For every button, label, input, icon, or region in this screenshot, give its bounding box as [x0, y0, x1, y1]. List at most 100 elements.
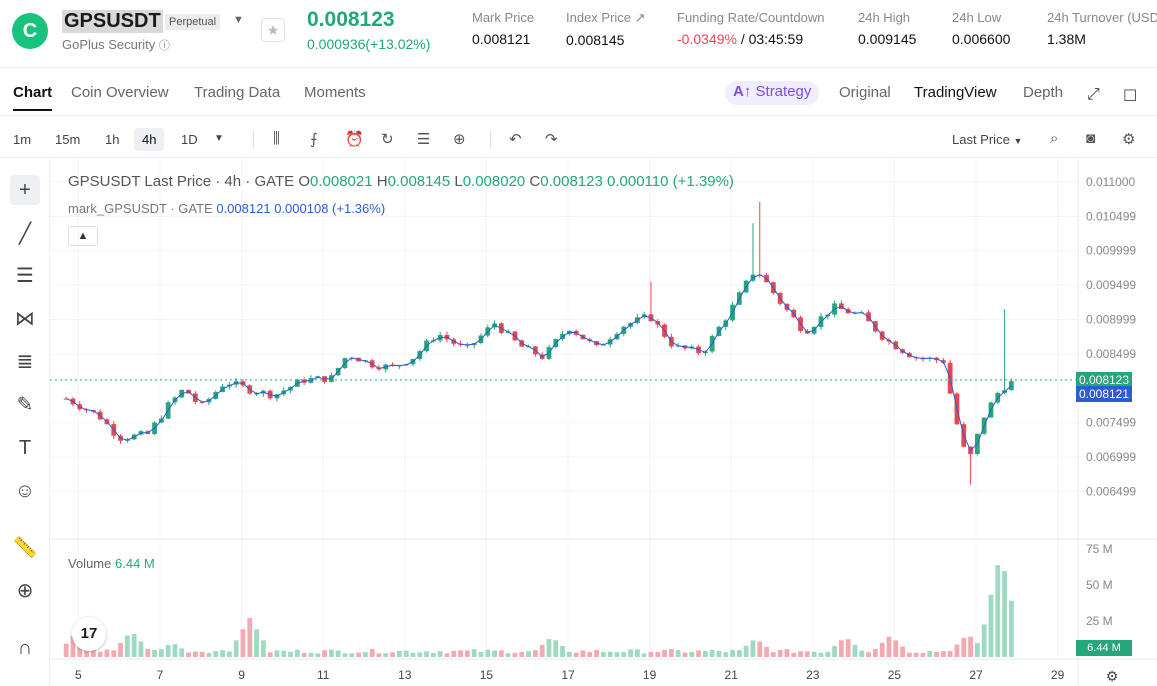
undo-icon[interactable]: ↶ [509, 131, 522, 148]
tradingview-logo[interactable]: 17 [72, 617, 106, 651]
info-icon[interactable]: ⓘ [158, 40, 170, 52]
add-icon[interactable]: ⊕ [453, 131, 466, 148]
pattern-icon[interactable]: ⋈ [15, 308, 35, 330]
volume-bar [104, 649, 110, 657]
camera-icon[interactable]: ◙ [1086, 130, 1096, 147]
volume-bar [267, 652, 273, 657]
volume-bar [825, 651, 831, 657]
volume-bar [328, 649, 334, 657]
volume-bar [798, 651, 803, 657]
x-tick-label: 5 [75, 668, 82, 682]
volume-bar [519, 651, 525, 657]
magnet-icon[interactable]: ∩ [17, 637, 33, 659]
volume-bar [702, 650, 708, 657]
drawing-tools-sidebar: + ╱ ☰ ⋈ ≣ ✎ T ☺ 📏 ⊕ ∩ [0, 159, 50, 686]
volume-bar [342, 653, 348, 657]
emoji-icon[interactable]: ☺ [14, 480, 36, 502]
timeframe-1h[interactable]: 1h [105, 132, 120, 147]
templates-icon[interactable]: ☰ [417, 131, 431, 148]
volume-bar [886, 636, 892, 657]
volume-bar [1002, 571, 1007, 657]
volume-bar [274, 650, 280, 657]
volume-bar [573, 652, 579, 657]
chart-legend-mark: mark_GPSUSDT · GATE 0.008121 0.000108 (+… [68, 201, 386, 216]
indicators-icon[interactable]: ⨍ [310, 131, 318, 148]
collapse-legend-button[interactable]: ▲ [68, 226, 98, 246]
chevron-down-icon[interactable]: ▼ [233, 14, 244, 26]
x-tick-label: 21 [725, 668, 739, 682]
zoom-in-icon[interactable]: ⊕ [16, 580, 34, 602]
y-tick-label: 0.009999 [1086, 244, 1136, 258]
fib-icon[interactable]: ≣ [16, 351, 34, 373]
volume-bar [981, 624, 987, 657]
trend-line-icon[interactable]: ╱ [18, 223, 32, 245]
timeframe-4h[interactable]: 4h [134, 128, 165, 151]
volume-bar [539, 644, 545, 657]
volume-bar [662, 649, 667, 657]
symbol-name[interactable]: GPSUSDT [62, 10, 163, 33]
volume-bar [641, 653, 647, 657]
price-type-select[interactable]: Last Price ▼ [952, 132, 1023, 147]
volume-bar [580, 650, 586, 657]
volume-bar [471, 649, 477, 657]
volume-bar [233, 640, 239, 657]
candle-type-icon[interactable]: ⫼ [273, 130, 280, 147]
volume-bar [614, 652, 620, 657]
volume-bar [294, 649, 300, 657]
volume-bar [172, 644, 178, 657]
volume-bar [628, 649, 633, 657]
ruler-icon[interactable]: 📏 [12, 537, 38, 559]
volume-bar [281, 650, 287, 657]
volume-bar [403, 650, 409, 657]
horizontal-lines-icon[interactable]: ☰ [16, 265, 34, 287]
y-tick-label: 0.008999 [1086, 313, 1136, 327]
view-depth[interactable]: Depth [1023, 84, 1064, 101]
search-icon[interactable]: ⌕ [1050, 130, 1059, 147]
tab-moments[interactable]: Moments [304, 84, 366, 101]
volume-bar [757, 641, 763, 657]
volume-bar [866, 652, 871, 657]
timeframe-15m[interactable]: 15m [55, 132, 81, 147]
crosshair-icon[interactable]: + [10, 175, 40, 205]
tab-trading-data[interactable]: Trading Data [194, 84, 281, 101]
volume-bar [437, 651, 443, 657]
favorite-star-icon[interactable]: ★ [261, 18, 285, 42]
price-chart[interactable]: 0.011000 0.010499 0.009999 0.009499 0.008999… [50, 159, 1157, 686]
strategy-button[interactable]: A↑ Strategy [725, 81, 820, 105]
expand-icon[interactable]: ⤢ [1087, 86, 1100, 103]
volume-bar [158, 649, 164, 657]
timeframe-dropdown-icon[interactable]: ▼ [214, 133, 224, 144]
volume-tick-label: 50 M [1086, 578, 1113, 592]
stat-index-price[interactable]: Index Price ↗ 0.008145 [566, 10, 646, 48]
volume-bar [716, 650, 722, 657]
volume-bar [369, 649, 375, 657]
volume-bar [811, 651, 817, 657]
volume-bar [600, 651, 606, 657]
timeframe-1d[interactable]: 1D [181, 132, 198, 147]
volume-bar [458, 650, 463, 657]
alert-icon[interactable]: ⏰ [345, 131, 364, 148]
view-tradingview[interactable]: TradingView [914, 84, 997, 101]
volume-bar [186, 652, 191, 657]
tab-coin-overview[interactable]: Coin Overview [71, 84, 169, 101]
gear-icon[interactable]: ⚙ [1122, 131, 1136, 148]
window-icon[interactable]: ☐ [1123, 88, 1138, 105]
volume-bar [920, 652, 926, 657]
volume-bar [770, 652, 776, 657]
volume-bar [913, 652, 919, 657]
tab-chart[interactable]: Chart [13, 84, 53, 111]
brush-icon[interactable]: ✎ [16, 394, 34, 416]
volume-bar [383, 653, 389, 657]
volume-bar [478, 652, 484, 657]
view-original[interactable]: Original [839, 84, 891, 101]
text-icon[interactable]: T [18, 437, 32, 459]
price-change: 0.000936(+13.02%) [307, 36, 431, 52]
volume-bar [220, 650, 225, 657]
redo-icon[interactable]: ↷ [545, 131, 558, 148]
volume-bar [968, 636, 973, 657]
timeframe-1m[interactable]: 1m [13, 132, 32, 147]
volume-bar [1008, 600, 1014, 657]
volume-bar [70, 635, 76, 657]
replay-icon[interactable]: ↻ [381, 131, 394, 148]
volume-bar [988, 594, 994, 657]
